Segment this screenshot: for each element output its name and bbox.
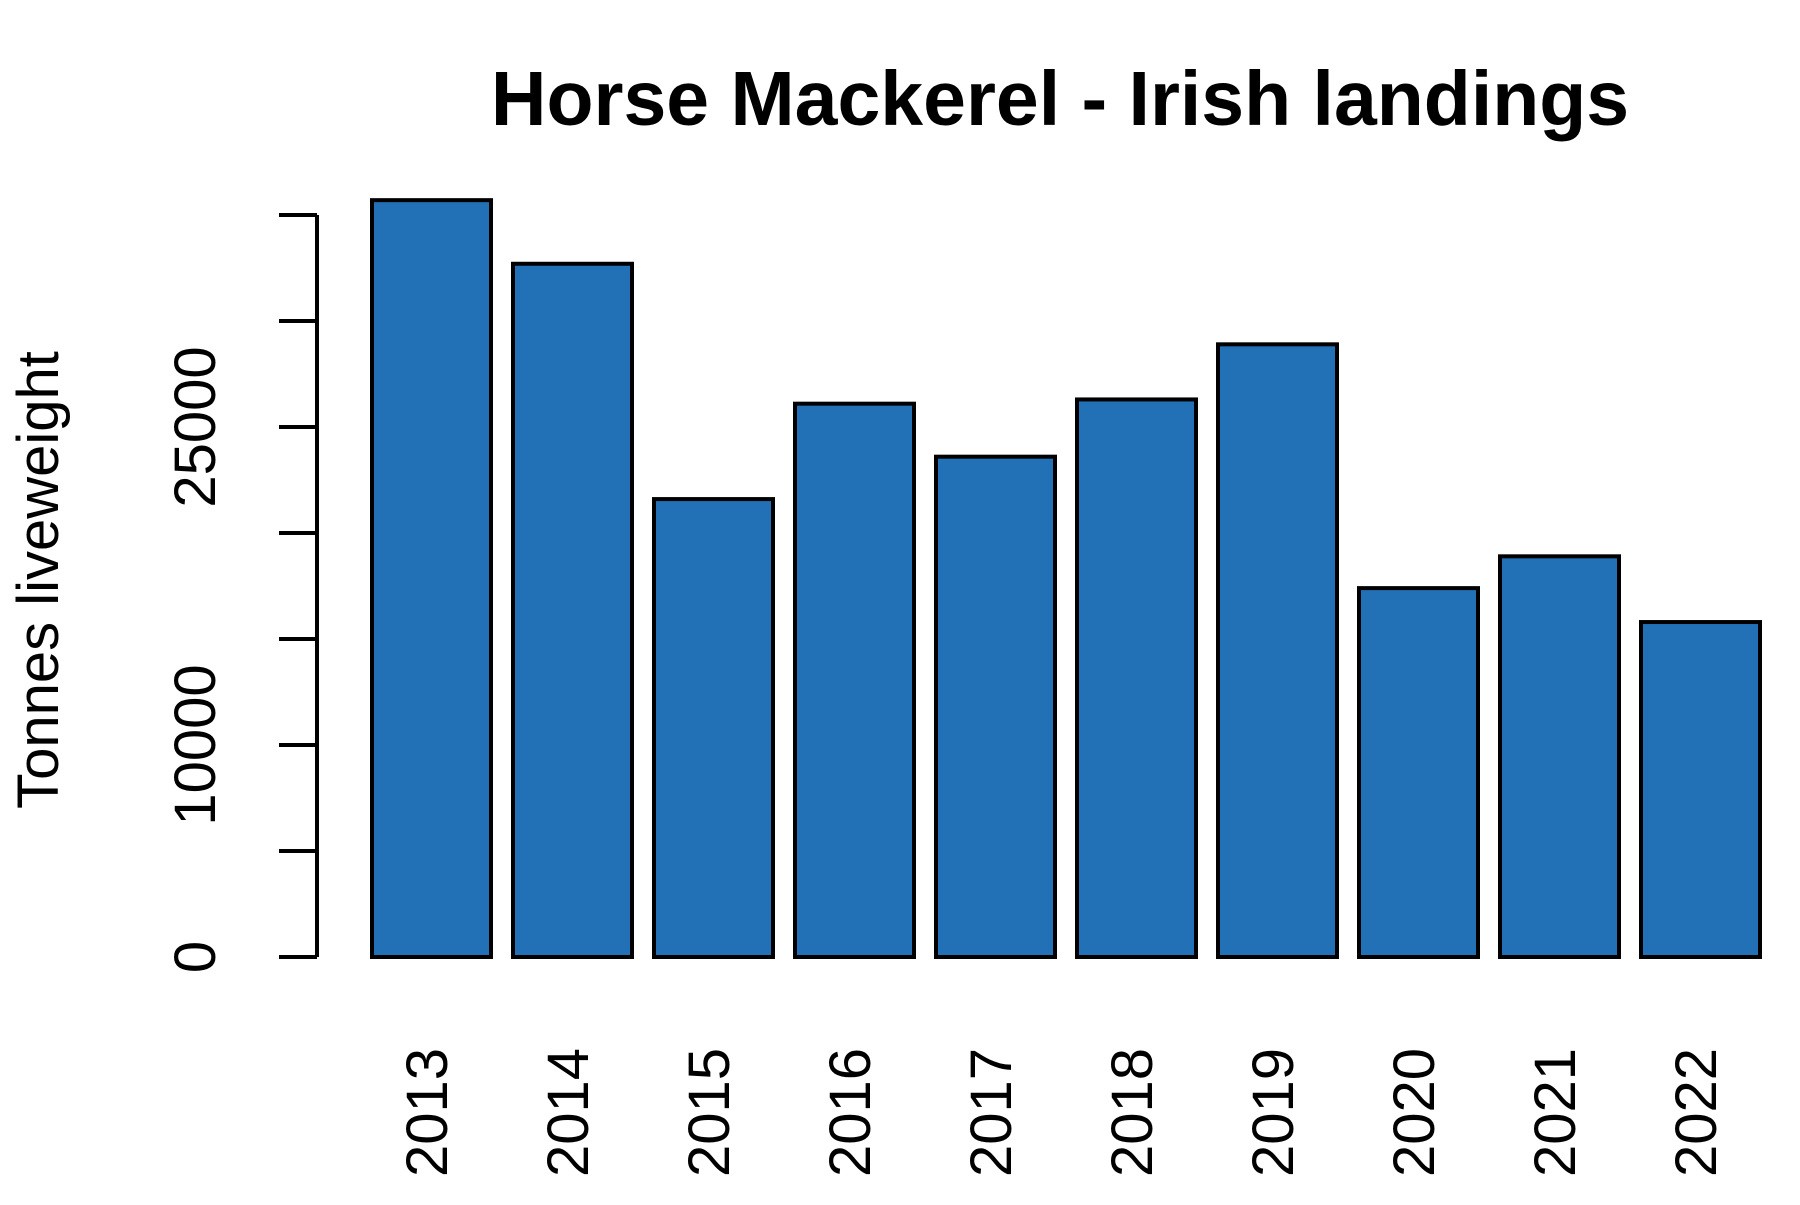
x-tick-label: 2022 [1664,1048,1729,1177]
bar-2018 [1075,397,1198,959]
y-tick-label: 10000 [163,664,228,825]
x-tick-labels: 2013 2014 2015 2016 2017 2018 2019 2020 2021 2022 [395,1048,1729,1177]
y-tick-label: 0 [163,941,228,973]
y-axis-label: Tonnes liveweight [6,351,71,809]
bar-2017 [934,454,1057,959]
x-tick-label: 2019 [1241,1048,1306,1177]
x-tick-label: 2020 [1382,1048,1447,1177]
y-axis: 0 10000 25000 [163,213,319,973]
bar-2016 [793,401,916,959]
x-tick-label: 2014 [536,1048,601,1177]
chart-title: Horse Mackerel - Irish landings [491,56,1629,142]
bar-2021 [1498,554,1621,959]
x-tick-label: 2016 [818,1048,883,1177]
bar-2015 [652,497,775,959]
bar-2020 [1357,586,1480,959]
bar-2013 [370,198,493,960]
bar-2014 [511,261,634,959]
bars-group [370,198,1762,960]
y-tick-label: 25000 [163,346,228,507]
x-tick-label: 2018 [1100,1048,1165,1177]
bar-2022 [1639,620,1762,959]
x-tick-label: 2017 [959,1048,1024,1177]
x-tick-label: 2015 [677,1048,742,1177]
x-tick-label: 2021 [1523,1048,1588,1177]
bar-2019 [1216,342,1339,959]
x-tick-label: 2013 [395,1048,460,1177]
